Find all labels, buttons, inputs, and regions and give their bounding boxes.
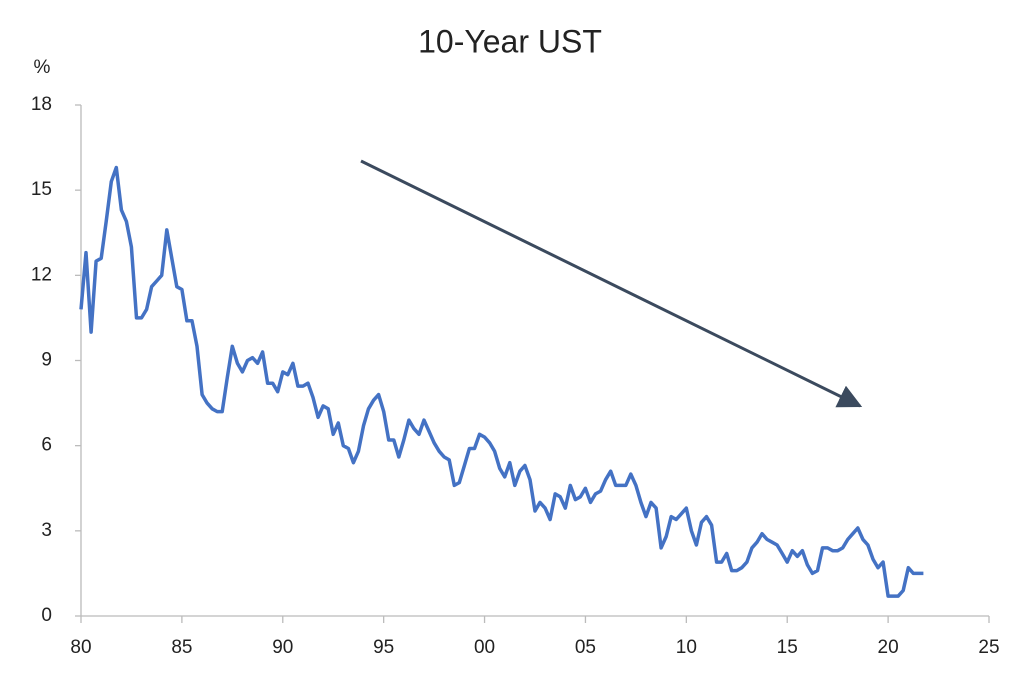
y-axis-label: % — [34, 57, 51, 78]
x-tick-label: 10 — [676, 637, 697, 658]
x-tick-label: 00 — [474, 637, 495, 658]
y-tick-label: 3 — [41, 520, 52, 541]
x-tick-label: 05 — [575, 637, 596, 658]
y-tick-label: 6 — [41, 435, 52, 456]
y-tick-label: 15 — [31, 179, 52, 200]
y-tick-label: 0 — [41, 605, 52, 626]
y-tick-label: 18 — [31, 94, 52, 115]
x-tick-label: 20 — [878, 637, 899, 658]
x-tick-label: 85 — [171, 637, 192, 658]
y-tick-label: 12 — [31, 264, 52, 285]
x-tick-label: 90 — [272, 637, 293, 658]
x-tick-label: 80 — [70, 637, 91, 658]
x-tick-label: 15 — [777, 637, 798, 658]
trend-arrow — [360, 159, 863, 408]
chart-title: 10-Year UST — [418, 23, 602, 59]
y-tick-label: 9 — [41, 350, 52, 371]
line-series — [79, 165, 924, 598]
x-tick-label: 25 — [978, 637, 999, 658]
x-tick-label: 95 — [373, 637, 394, 658]
